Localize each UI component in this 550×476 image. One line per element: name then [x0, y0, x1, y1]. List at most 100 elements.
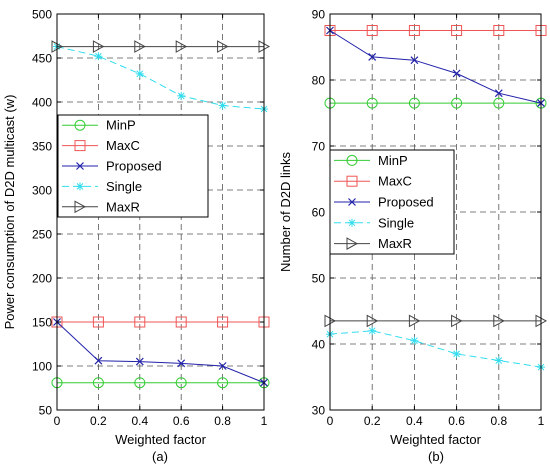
legend-label: Single	[106, 179, 142, 194]
legend-label: MaxC	[106, 138, 140, 153]
y-tick-label: 40	[312, 338, 326, 352]
data-point-single	[135, 69, 144, 78]
data-point-maxc	[217, 316, 229, 328]
y-axis-label: Power consumption of D2D multicast (w)	[2, 95, 17, 330]
data-point-minp	[493, 97, 505, 109]
y-axis-label: Number of D2D links	[278, 152, 293, 272]
data-point-single	[410, 336, 419, 345]
y-tick-label: 200	[32, 272, 52, 286]
series-proposed	[53, 318, 268, 387]
data-point-minp	[92, 377, 104, 389]
data-point-maxc	[134, 316, 146, 328]
x-tick-label: 0.4	[406, 414, 423, 428]
y-tick-label: 70	[312, 140, 326, 154]
x-tick-label: 0.2	[90, 414, 107, 428]
legend: MinP MaxC Proposed Single MaxR	[329, 149, 455, 255]
legend-label: Proposed	[378, 195, 434, 210]
y-tick-label: 100	[32, 360, 52, 374]
x-tick-label: 0.8	[214, 414, 231, 428]
data-point-maxr	[134, 40, 146, 53]
data-point-proposed	[368, 52, 377, 61]
data-point-proposed	[410, 56, 419, 65]
legend-marker-single	[76, 182, 84, 191]
data-point-minp	[175, 377, 187, 389]
x-tick-label: 1	[261, 414, 268, 428]
legend-label: MinP	[106, 118, 136, 133]
data-point-single	[452, 349, 461, 358]
y-tick-label: 80	[312, 74, 326, 88]
data-point-maxr	[175, 40, 188, 53]
y-tick-label: 250	[32, 228, 52, 242]
legend-label: MaxR	[378, 236, 412, 251]
y-tick-label: 150	[32, 316, 52, 330]
panel-caption: (a)	[152, 449, 168, 464]
x-tick-label: 0.6	[173, 414, 190, 428]
data-point-maxc	[92, 316, 104, 328]
y-tick-label: 90	[312, 8, 326, 22]
y-tick-label: 500	[32, 8, 52, 22]
data-point-single	[94, 52, 103, 61]
data-point-minp	[408, 97, 420, 109]
axes-frame	[56, 13, 265, 411]
legend-marker-maxc	[74, 140, 86, 152]
legend-label: MaxC	[378, 174, 412, 189]
data-point-maxc	[493, 25, 505, 36]
y-tick-label: 50	[312, 272, 326, 286]
data-point-single	[218, 101, 227, 110]
data-point-minp	[451, 97, 463, 109]
x-tick-label: 0.2	[364, 414, 381, 428]
legend: MinP MaxC Proposed Single MaxR	[57, 114, 209, 218]
x-tick-label: 0.6	[448, 414, 465, 428]
legend-marker-proposed	[76, 162, 84, 170]
legend-label: Single	[378, 215, 414, 230]
x-tick-label: 0.4	[131, 414, 148, 428]
y-tick-label: 350	[32, 140, 52, 154]
data-point-single	[368, 326, 377, 335]
data-point-maxr	[408, 314, 421, 328]
x-axis-label: Weighted factor	[115, 432, 206, 447]
data-point-maxr	[217, 40, 229, 53]
data-point-proposed	[94, 356, 103, 365]
data-point-maxc	[366, 25, 378, 36]
series-line-single	[329, 330, 542, 368]
series-line-proposed	[56, 321, 265, 384]
x-tick-label: 0	[327, 414, 334, 428]
data-point-proposed	[218, 362, 227, 370]
x-tick-label: 0	[54, 414, 61, 428]
data-point-maxc	[451, 25, 463, 36]
legend-marker-maxr	[74, 200, 87, 214]
series-minp	[51, 377, 270, 389]
y-tick-label: 60	[312, 206, 326, 220]
legend-label: MaxR	[106, 199, 140, 214]
legend-marker-minp	[74, 119, 86, 131]
data-point-maxr	[92, 40, 105, 53]
series-maxc	[324, 25, 547, 36]
chart-panel-0: 0 0.2 0.4 0.6 0.8 150100150200250300350400450…	[2, 8, 271, 464]
y-tick-label: 50	[39, 404, 53, 418]
legend-label: Proposed	[106, 159, 162, 174]
y-tick-label: 450	[32, 52, 52, 66]
legend-marker-maxc	[346, 175, 358, 187]
legend-label: MinP	[378, 153, 408, 168]
data-point-proposed	[135, 357, 144, 366]
data-point-minp	[366, 97, 378, 109]
panel-caption: (b)	[428, 449, 444, 464]
legend-marker-maxr	[346, 237, 359, 250]
x-axis-label: Weighted factor	[390, 432, 481, 447]
data-point-maxc	[175, 316, 187, 328]
data-point-proposed	[494, 89, 503, 98]
data-point-single	[494, 356, 503, 365]
x-tick-label: 1	[538, 414, 545, 428]
data-point-single	[177, 91, 186, 100]
series-line-proposed	[329, 30, 542, 104]
y-tick-label: 300	[32, 184, 52, 198]
data-point-minp	[217, 377, 229, 389]
x-tick-label: 0.8	[490, 414, 507, 428]
data-point-maxc	[408, 25, 420, 36]
data-point-maxr	[366, 314, 379, 328]
data-point-maxr	[493, 314, 505, 328]
y-tick-label: 400	[32, 96, 52, 110]
data-point-proposed	[452, 69, 461, 78]
